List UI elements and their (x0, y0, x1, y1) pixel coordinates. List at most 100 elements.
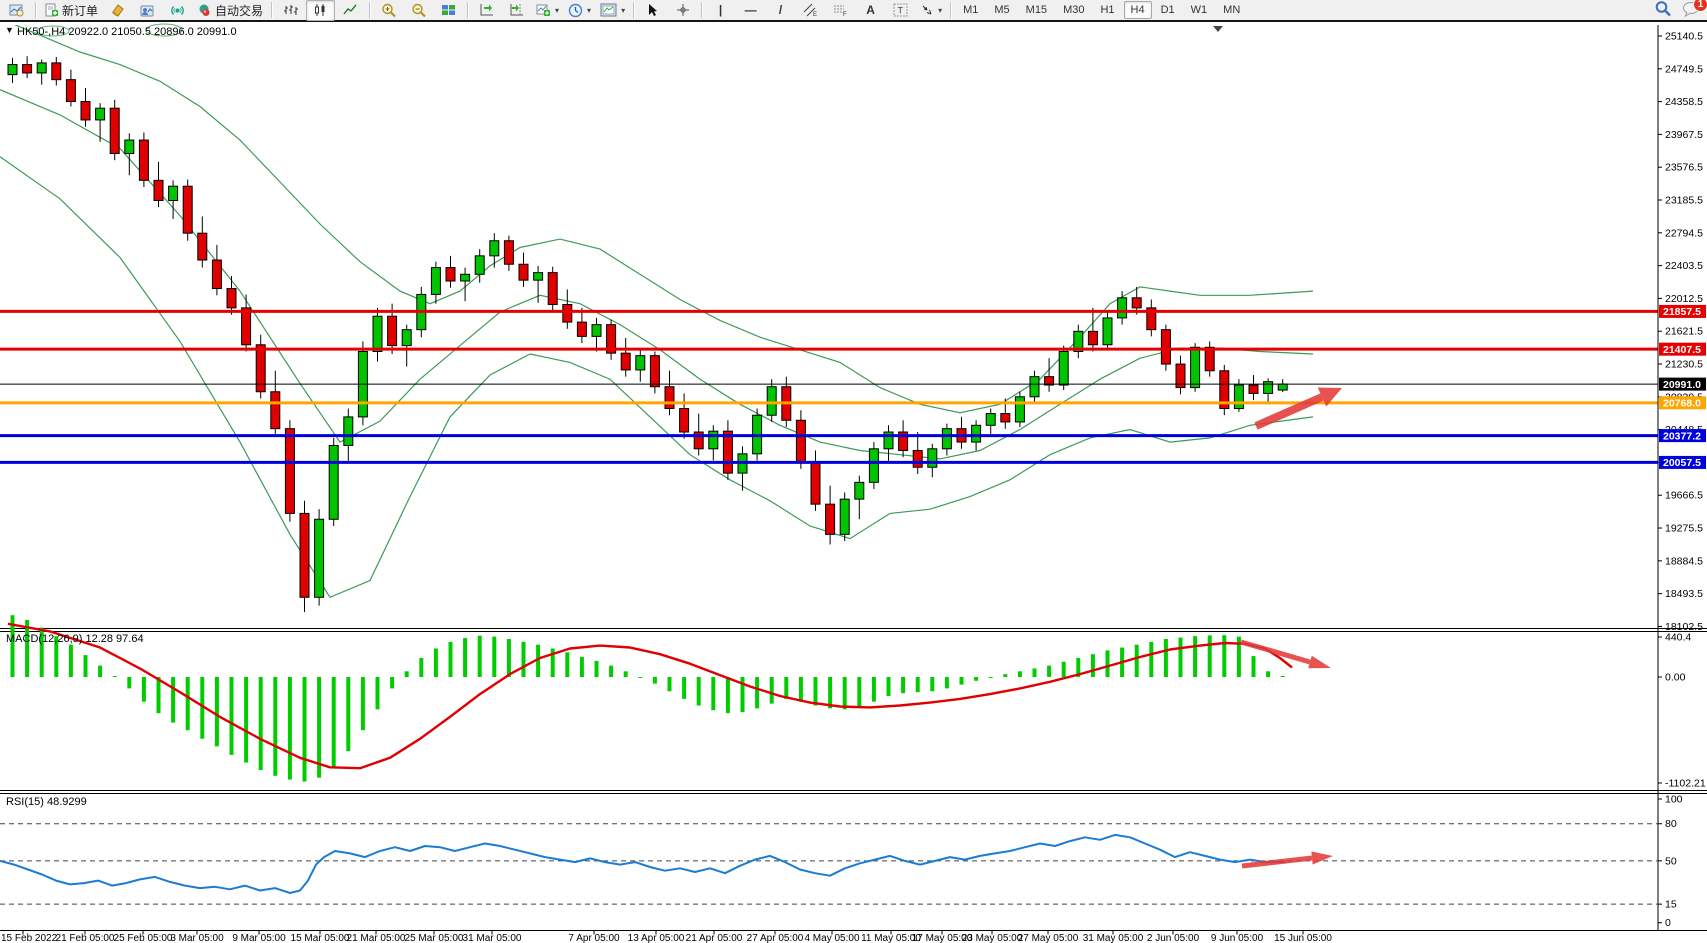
bar-chart-mode-button[interactable] (276, 0, 305, 21)
candle-up (708, 430, 719, 450)
macd-histogram-bar (711, 677, 716, 711)
candle-up (7, 64, 18, 76)
trendline-tool-button[interactable]: / (766, 0, 795, 21)
vertical-line-tool-button[interactable]: | (706, 0, 735, 21)
timeframe-m5-button[interactable]: M5 (994, 4, 1010, 16)
macd-axis-label: 440.4 (1665, 632, 1691, 644)
candle-down (1248, 384, 1259, 394)
new-order-label: 新订单 (62, 3, 99, 18)
macd-histogram-bar (1193, 636, 1198, 677)
timeframe-m1-button[interactable]: M1 (963, 4, 979, 16)
candle-up (1029, 376, 1040, 398)
price-level-badge-label: 21407.5 (1663, 344, 1701, 356)
candle-up (124, 139, 135, 154)
price-tick-label: 24749.5 (1665, 63, 1703, 75)
macd-histogram-bar (1207, 635, 1212, 677)
candle-down (679, 408, 690, 433)
new-order-button[interactable]: 新订单 (40, 0, 102, 21)
rsi-axis-label: 15 (1665, 899, 1677, 911)
trend-arrow-shaft (1240, 639, 1311, 665)
macd-axis-label: -1102.21 (1665, 778, 1706, 790)
timeframe-m15-button[interactable]: M15 (1025, 4, 1048, 16)
macd-histogram-bar (842, 677, 847, 710)
macd-histogram-bar (1178, 637, 1183, 677)
timeframe-w1-button[interactable]: W1 (1190, 4, 1208, 16)
fibonacci-tool-button[interactable]: F (826, 0, 855, 21)
rsi-line (0, 833, 1287, 894)
profile-button[interactable] (133, 0, 162, 21)
arrows-tool-button[interactable]: ▾ (916, 0, 946, 21)
symbol-dropdown-caret[interactable]: ▼ (5, 25, 14, 35)
macd-histogram-bar (463, 638, 468, 677)
candle-up (1263, 381, 1274, 394)
period-button[interactable]: ▾ (564, 0, 595, 21)
new-chart-icon (536, 4, 551, 16)
candle-down (503, 240, 514, 265)
notifications-button[interactable]: 1 (1682, 0, 1707, 22)
macd-histogram-bar (521, 641, 526, 677)
gold-eraser-icon (112, 4, 124, 17)
timeframe-mn-button[interactable]: MN (1223, 4, 1241, 16)
tile-windows-button[interactable] (434, 0, 463, 21)
zoom-in-button[interactable] (374, 0, 403, 21)
template-button[interactable]: ▾ (596, 0, 629, 21)
date-axis-label: 17 May 05:00 (912, 933, 973, 943)
candle-down (1044, 376, 1055, 386)
timeframe-d1-button[interactable]: D1 (1160, 4, 1175, 16)
toolbar-right: 1 (1654, 0, 1707, 23)
trendline-icon: / (778, 3, 783, 17)
price-tick-label: 18493.5 (1665, 588, 1703, 600)
price-tick-label: 23576.5 (1665, 162, 1703, 174)
channel-tool-button[interactable]: E (796, 0, 825, 21)
macd-histogram-bar (419, 658, 424, 677)
auto-trading-button[interactable]: 自动交易 (193, 0, 267, 21)
chart-window-icon[interactable] (2, 0, 31, 21)
macd-histogram-bar (755, 677, 760, 709)
timeframe-h4-button[interactable]: H4 (1123, 1, 1152, 19)
tile-windows-icon (442, 5, 456, 15)
price-tick-label: 25140.5 (1665, 31, 1703, 43)
text-label-tool-button[interactable]: T (886, 0, 915, 21)
search-button[interactable] (1654, 0, 1672, 23)
line-chart-mode-button[interactable] (336, 0, 365, 21)
macd-histogram-bar (1105, 650, 1110, 677)
date-axis-label: 21 Feb 05:00 (56, 933, 115, 943)
price-tick-label: 22794.5 (1665, 227, 1703, 239)
candle-up (1190, 346, 1201, 389)
chart-shift-icon (510, 4, 523, 16)
timeframe-h1-button[interactable]: H1 (1100, 4, 1115, 16)
market-watch-button[interactable] (103, 0, 132, 21)
horizontal-line-tool-button[interactable]: — (736, 0, 765, 21)
macd-histogram-bar (638, 677, 643, 678)
arrow-shapes-icon (922, 5, 932, 15)
chevron-down-icon: ▾ (938, 5, 943, 15)
macd-histogram-bar (1280, 675, 1285, 677)
candle-down (649, 355, 660, 388)
svg-text:E: E (813, 12, 817, 17)
timeframe-m30-button[interactable]: M30 (1063, 4, 1085, 16)
chart-shift-button[interactable] (502, 0, 531, 21)
zoom-out-button[interactable] (404, 0, 433, 21)
crosshair-tool-button[interactable] (668, 0, 697, 21)
auto-scroll-button[interactable] (472, 0, 501, 21)
date-axis-label: 21 Apr 05:00 (686, 933, 743, 943)
chevron-down-icon: ▾ (621, 5, 626, 15)
text-tool-button[interactable]: A (856, 0, 885, 21)
macd-histogram-bar (127, 677, 132, 689)
template-icon (600, 3, 617, 17)
date-axis-label: 2 Jun 05:00 (1147, 933, 1200, 943)
macd-histogram-bar (579, 657, 584, 677)
candle-down (1219, 370, 1230, 410)
cursor-tool-button[interactable] (638, 0, 667, 21)
candle-chart-mode-button[interactable] (306, 0, 336, 21)
macd-histogram-bar (141, 677, 146, 702)
price-tick-label: 24358.5 (1665, 96, 1703, 108)
new-chart-button[interactable]: ▾ (532, 0, 563, 21)
signal-button[interactable] (163, 0, 192, 21)
candle-up (839, 498, 850, 535)
price-tick-label: 22403.5 (1665, 260, 1703, 272)
macd-histogram-bar (784, 677, 789, 699)
date-axis-label: 9 Jun 05:00 (1211, 933, 1264, 943)
candle-down (241, 307, 252, 346)
